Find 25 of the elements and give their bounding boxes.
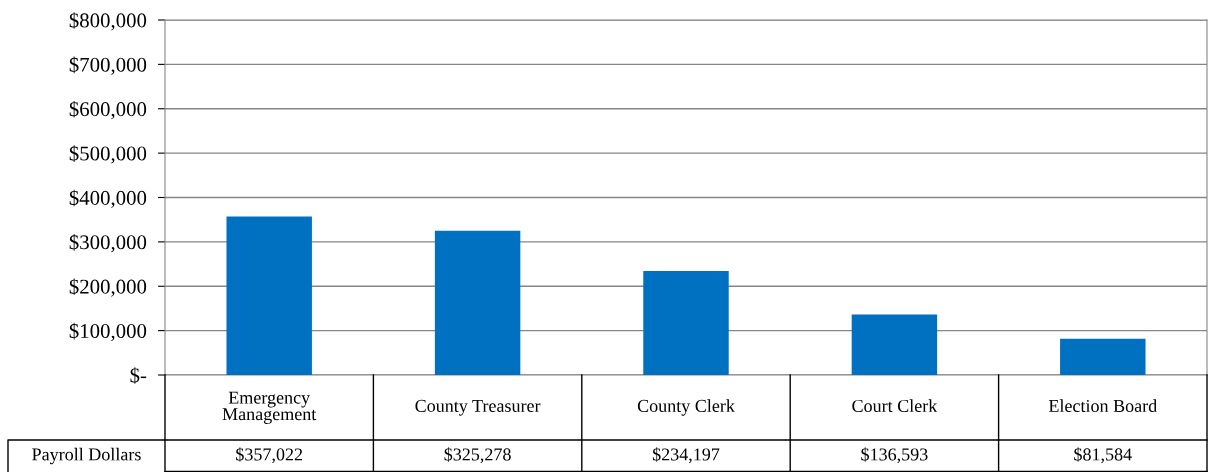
x-tick-label: County Clerk — [637, 399, 735, 416]
data-label: $136,593 — [861, 447, 928, 464]
data-label: $81,584 — [1074, 447, 1132, 464]
y-tick-label: $400,000 — [69, 189, 147, 208]
data-label: $325,278 — [444, 447, 511, 464]
bar — [434, 230, 521, 375]
y-tick-label: $- — [130, 367, 147, 384]
data-label: $357,022 — [236, 447, 303, 464]
y-tick-label: $500,000 — [69, 145, 147, 164]
y-tick-label: $200,000 — [69, 278, 147, 297]
bar — [1060, 338, 1146, 375]
x-tick-label: Emergency Management — [222, 391, 317, 424]
bar — [851, 314, 938, 375]
y-tick-label: $700,000 — [69, 56, 147, 75]
y-tick-label: $100,000 — [69, 322, 147, 342]
y-tick-label: $800,000 — [69, 12, 147, 31]
text: Payroll Dollars — [32, 447, 141, 465]
x-tick-label: County Treasurer — [415, 399, 541, 416]
x-tick-label: Court Clerk — [852, 399, 938, 413]
data-label: $234,197 — [652, 447, 720, 464]
bar — [226, 216, 312, 375]
bar — [643, 271, 729, 375]
x-tick-label: Election Board — [1048, 399, 1157, 413]
y-tick-label: $300,000 — [69, 234, 147, 253]
y-tick-label: $600,000 — [69, 100, 147, 120]
